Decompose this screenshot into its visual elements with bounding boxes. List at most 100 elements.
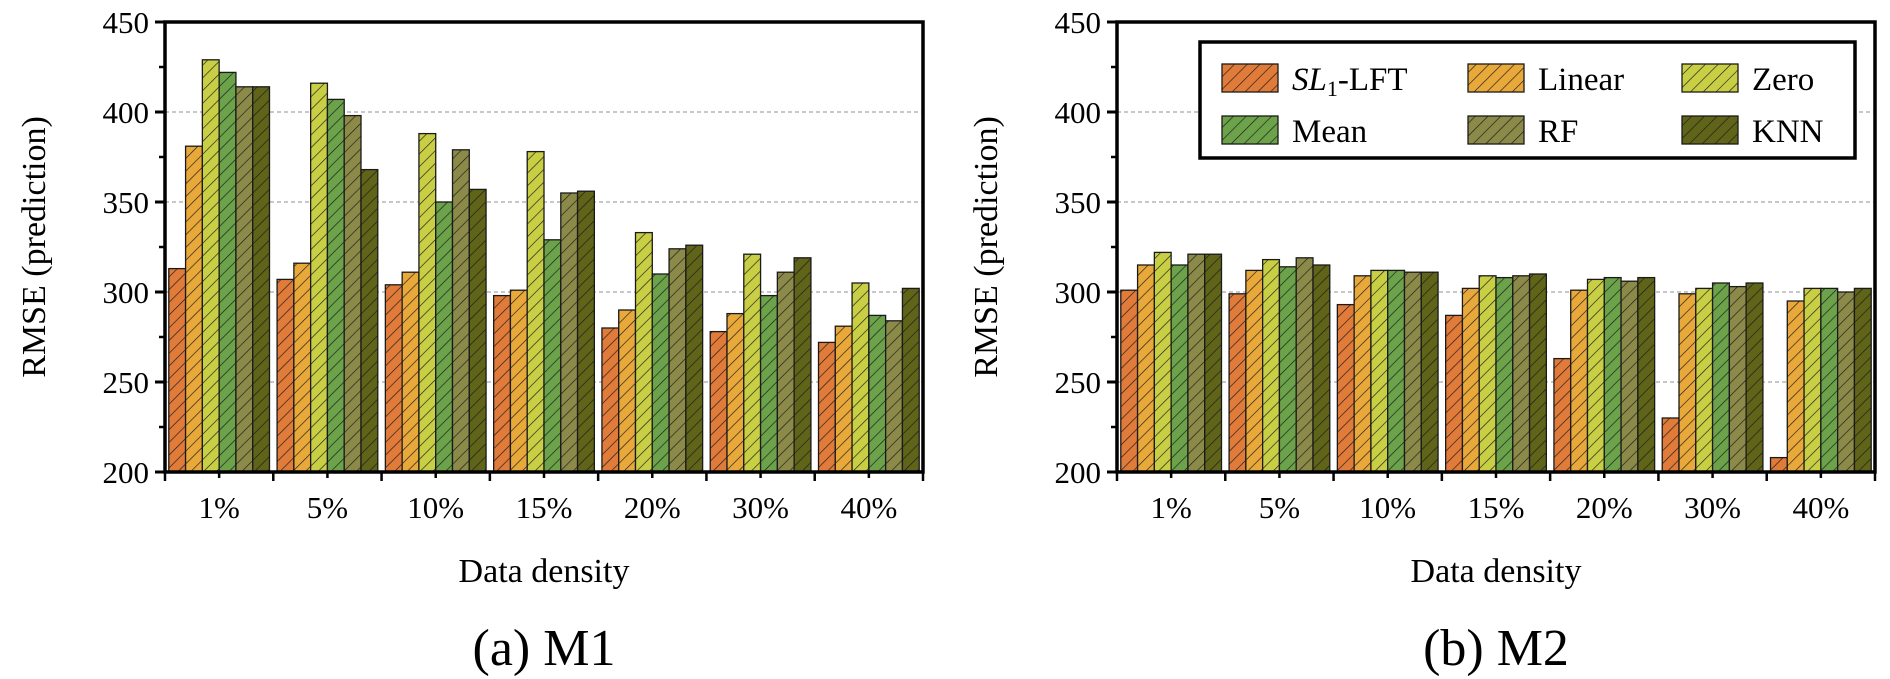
panel-a-bar-rf-5 [343,114,362,473]
panel-a-x-tick-label: 15% [516,490,573,525]
legend-swatch-linear [1467,63,1525,93]
panel-b-caption: (b) M2 [1423,620,1569,677]
panel-b-y-tick-label: 250 [1055,365,1102,400]
panel-b-bar-mean-5 [1278,266,1297,473]
panel-a-x-tick-label: 1% [198,490,239,525]
panel-b-bar-knn-20 [1637,276,1656,473]
panel-b-bar-zero-15 [1478,275,1497,473]
legend-swatch-knn [1681,115,1739,145]
panel-a-bar-sl1-lft-10 [384,284,403,473]
panel-b-bar-zero-40 [1803,287,1822,473]
panel-b-bar-linear-1 [1136,264,1156,473]
panel-b-bar-knn-30 [1745,282,1764,473]
panel-b-bar-rf-30 [1728,285,1747,473]
legend-box [1198,40,1857,160]
panel-a-bar-mean-40 [868,314,887,473]
panel-b-bar-linear-40 [1786,300,1805,473]
panel-b-bars [1120,251,1872,473]
panel-a-y-tick-label: 450 [103,5,150,40]
panel-b: 200 250 300 350 400 450 1% 5% 10% 15% 20% 30% 40% R… [968,5,1877,677]
panel-a-bar-rf-20 [668,248,687,473]
panel-b-y-tick-label: 400 [1055,95,1102,130]
legend-item-rf: RF [1467,114,1578,150]
legend-swatch-zero [1681,63,1739,93]
legend-label-zero: Zero [1752,62,1814,98]
panel-b-y-tick-label: 350 [1055,185,1102,220]
panel-a-y-tick-label: 250 [103,365,150,400]
legend-entries: SL1-LFT Linear Zero Mean RF KNN [1221,62,1824,150]
legend-label-mean: Mean [1292,114,1367,150]
panel-b-bar-linear-10 [1353,275,1372,473]
panel-a-bar-linear-5 [293,262,312,473]
panel-a-bar-sl1-lft-15 [492,294,512,473]
panel-b-bar-sl1-lft-1 [1120,289,1139,473]
panel-b-bar-linear-30 [1678,293,1697,473]
panel-a-bar-zero-5 [309,82,329,473]
legend-swatch-rf [1467,115,1525,145]
panel-b-x-axis-label: Data density [1411,553,1582,590]
panel-a-bar-linear-40 [834,325,853,473]
panel-b-bar-zero-20 [1586,278,1605,473]
panel-b-bar-linear-20 [1570,289,1589,473]
panel-a-bar-sl1-lft-30 [709,330,728,473]
legend-item-mean: Mean [1221,114,1367,150]
panel-b-y-tick-label: 450 [1055,5,1102,40]
panel-a-bar-sl1-lft-40 [817,341,836,473]
panel-b-x-tick-label: 20% [1576,490,1633,525]
panel-a-y-ticks: 200 250 300 350 400 450 [103,5,165,490]
panel-b-bar-sl1-lft-40 [1769,456,1788,473]
legend-label-rf: RF [1538,114,1578,150]
panel-a-bar-linear-10 [401,271,420,473]
panel-b-bar-rf-10 [1403,271,1422,473]
panel-a-y-tick-label: 400 [103,95,150,130]
panel-a-x-axis-label: Data density [459,553,630,590]
panel-b-bar-mean-1 [1170,264,1189,473]
panel-a-bar-sl1-lft-20 [601,327,620,473]
legend-label-linear: Linear [1538,62,1624,98]
panel-b-bar-knn-1 [1204,253,1223,473]
panel-b-y-ticks: 200 250 300 350 400 450 [1055,5,1117,490]
panel-a-x-tick-label: 5% [307,490,348,525]
panel-a: 200 250 300 350 400 450 1% 5% 10% 15% 20% 30% 40% R… [16,5,925,677]
legend-swatch-sl1-lft [1221,63,1279,93]
panel-a-bar-knn-5 [360,168,379,473]
panel-a-bar-linear-1 [184,145,204,473]
panel-b-bar-zero-1 [1153,251,1172,473]
panel-b-bar-mean-10 [1387,269,1406,473]
panel-b-bar-linear-15 [1461,287,1480,473]
panel-a-bar-mean-30 [759,294,779,473]
panel-a-bar-rf-40 [884,320,904,473]
panel-b-x-tick-label: 10% [1359,490,1416,525]
panel-a-bar-mean-1 [218,71,237,473]
panel-b-bar-mean-40 [1820,287,1839,473]
panel-a-bar-sl1-lft-5 [276,278,295,473]
panel-a-bar-sl1-lft-1 [168,267,187,473]
panel-a-y-axis-label: RMSE (prediction) [16,116,53,378]
panel-b-y-tick-label: 300 [1055,275,1102,310]
panel-b-bar-rf-5 [1295,257,1314,473]
panel-a-bar-linear-20 [618,309,637,473]
panel-b-x-tick-label: 1% [1150,490,1191,525]
panel-b-y-tick-label: 200 [1055,455,1102,490]
panel-a-bar-knn-30 [793,257,812,473]
panel-b-x-tick-label: 15% [1468,490,1525,525]
panel-a-bar-linear-30 [726,312,745,473]
panel-b-bar-knn-15 [1528,273,1548,473]
panel-a-bar-rf-10 [451,149,470,473]
panel-a-bar-rf-1 [235,86,254,473]
panel-a-y-tick-label: 350 [103,185,150,220]
panel-b-bar-knn-40 [1853,287,1872,473]
panel-a-bar-zero-15 [526,150,545,473]
panel-a-bar-zero-1 [201,59,220,473]
panel-b-bar-sl1-lft-5 [1228,293,1247,473]
panel-a-bar-mean-20 [651,273,670,473]
legend-item-linear: Linear [1467,62,1624,98]
panel-b-bar-knn-10 [1420,271,1439,473]
panel-a-x-ticks: 1% 5% 10% 15% 20% 30% 40% [163,472,925,525]
legend-item-knn: KNN [1681,114,1824,150]
panel-b-bar-rf-40 [1836,291,1856,473]
panel-a-bar-zero-20 [634,231,653,473]
legend-swatch-mean [1221,115,1279,145]
panel-a-bar-zero-40 [851,282,870,473]
legend-item-sl1-lft: SL1-LFT [1221,62,1408,101]
